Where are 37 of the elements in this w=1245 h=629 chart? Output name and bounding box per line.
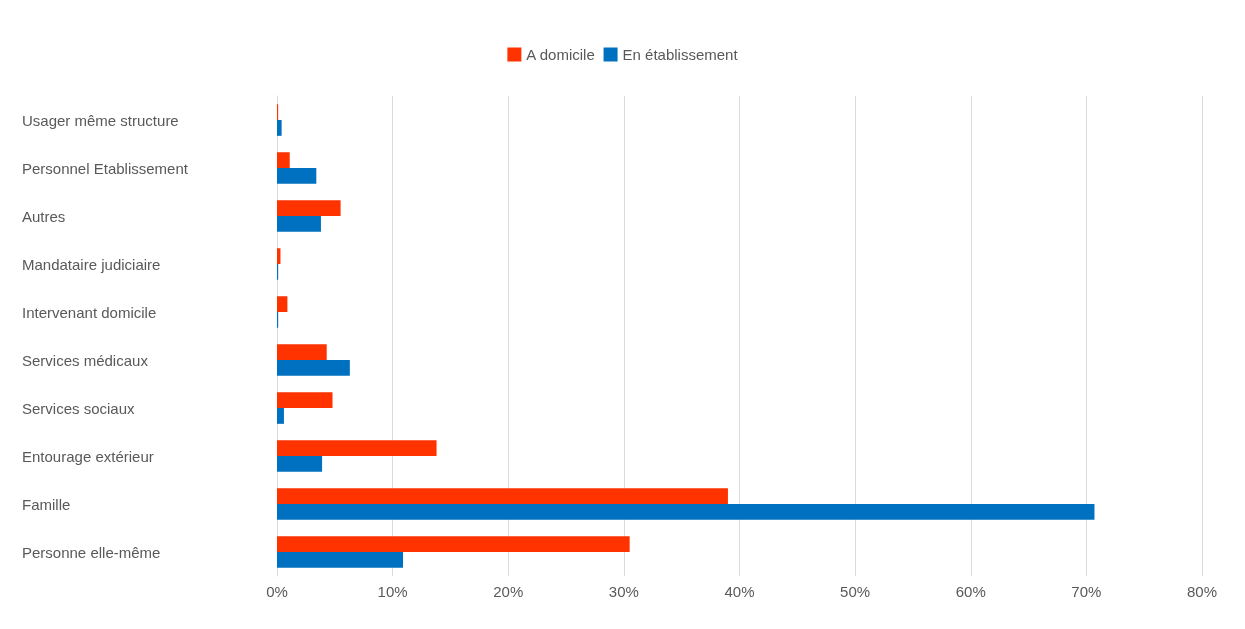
y-tick-label: Famille (22, 495, 71, 513)
x-tick-label: 50% (840, 583, 871, 600)
legend-label: A domicile (526, 46, 595, 63)
bar (277, 120, 282, 136)
bar (277, 488, 728, 504)
bar (277, 200, 341, 216)
x-tick-label: 20% (493, 583, 524, 600)
y-tick-label: Personnel Etablissement (22, 159, 189, 177)
x-tick-label: 80% (1186, 583, 1218, 600)
bar (277, 216, 321, 232)
x-tick-label: 70% (1071, 583, 1102, 600)
bar (277, 456, 323, 472)
bar (277, 408, 284, 424)
y-tick-label: Mandataire judiciaire (22, 255, 161, 273)
bar (277, 296, 288, 312)
bar (277, 360, 350, 376)
bar (277, 168, 317, 184)
legend-label: En établissement (622, 46, 739, 63)
bar (277, 392, 333, 408)
bar (277, 504, 1095, 520)
x-tick-label: 0% (266, 583, 288, 600)
x-tick-label: 40% (724, 583, 755, 600)
bar (277, 536, 630, 552)
y-tick-label: Services sociaux (22, 399, 136, 417)
y-tick-label: Services médicaux (22, 351, 149, 369)
bar (277, 344, 327, 360)
y-tick-label: Intervenant domicile (22, 303, 157, 321)
x-tick-label: 60% (955, 583, 986, 600)
x-tick-label: 10% (377, 583, 408, 600)
bar (277, 152, 290, 168)
y-tick-label: Usager même structure (22, 111, 179, 129)
y-tick-label: Entourage extérieur (22, 447, 154, 465)
bar (277, 552, 404, 568)
bar (277, 440, 437, 456)
x-tick-label: 30% (608, 583, 639, 600)
y-tick-label: Personne elle-même (22, 543, 161, 561)
y-tick-label: Autres (22, 207, 66, 225)
